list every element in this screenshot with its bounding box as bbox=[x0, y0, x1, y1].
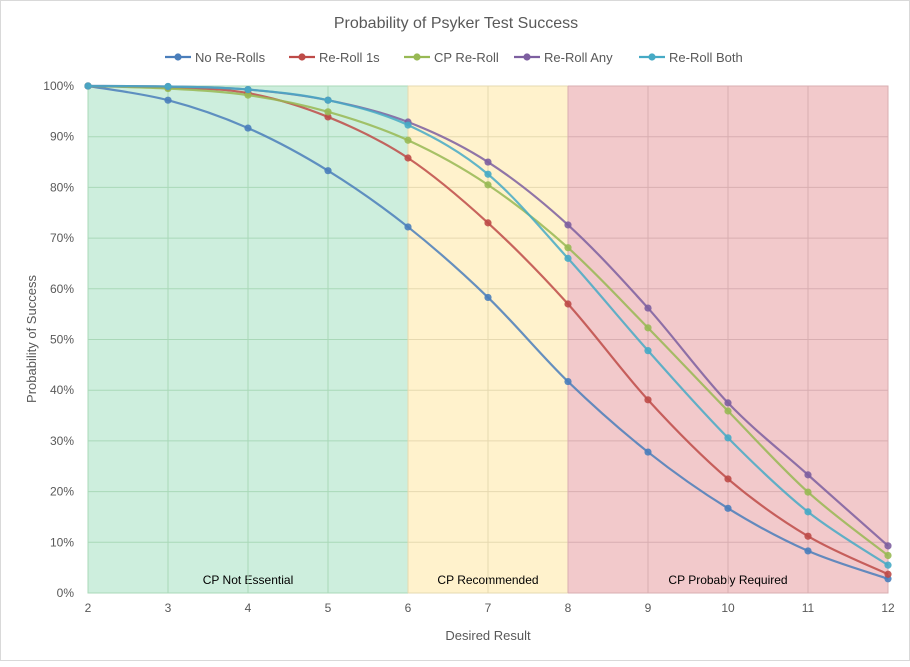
series-line bbox=[87, 84, 889, 567]
x-tick-label: 9 bbox=[645, 601, 652, 615]
data-point bbox=[724, 504, 732, 512]
y-tick-label: 0% bbox=[57, 586, 75, 600]
data-point bbox=[884, 542, 892, 550]
x-tick-label: 12 bbox=[881, 601, 895, 615]
chart-title: Probability of Psyker Test Success bbox=[334, 15, 578, 32]
legend-marker bbox=[298, 53, 306, 61]
data-point bbox=[564, 244, 572, 252]
data-point bbox=[804, 508, 812, 516]
y-tick-label: 10% bbox=[50, 535, 74, 549]
y-tick-label: 50% bbox=[50, 333, 74, 347]
data-point bbox=[644, 304, 652, 312]
series-line bbox=[87, 84, 889, 576]
data-point bbox=[644, 347, 652, 355]
data-point bbox=[404, 223, 412, 231]
data-point bbox=[484, 158, 492, 166]
data-point bbox=[564, 300, 572, 308]
legend-label: Re-Roll Both bbox=[669, 50, 743, 65]
data-point bbox=[804, 547, 812, 555]
x-tick-label: 6 bbox=[405, 601, 412, 615]
data-point bbox=[244, 124, 252, 132]
y-tick-label: 90% bbox=[50, 130, 74, 144]
data-point bbox=[724, 399, 732, 407]
data-point bbox=[484, 181, 492, 189]
data-point bbox=[724, 434, 732, 442]
data-point bbox=[324, 96, 332, 104]
y-tick-label: 40% bbox=[50, 383, 74, 397]
y-axis-label: Probability of Success bbox=[24, 275, 39, 403]
x-tick-label: 7 bbox=[485, 601, 492, 615]
data-point bbox=[484, 219, 492, 227]
legend-marker bbox=[413, 53, 421, 61]
data-point bbox=[244, 85, 252, 94]
x-tick-label: 10 bbox=[721, 601, 735, 615]
data-point bbox=[244, 91, 252, 99]
data-point bbox=[884, 561, 892, 569]
series-line bbox=[87, 84, 889, 557]
data-point bbox=[884, 570, 892, 578]
data-point bbox=[884, 551, 892, 560]
y-tick-label: 80% bbox=[50, 180, 74, 194]
data-point bbox=[324, 167, 332, 175]
data-point bbox=[644, 324, 652, 332]
data-point bbox=[644, 448, 652, 456]
data-point bbox=[484, 170, 492, 178]
data-point bbox=[164, 82, 172, 91]
data-point bbox=[404, 136, 412, 144]
data-point bbox=[804, 532, 812, 540]
x-tick-label: 2 bbox=[85, 601, 92, 615]
data-point bbox=[84, 82, 92, 90]
data-point bbox=[724, 475, 732, 483]
legend-label: No Re-Rolls bbox=[195, 50, 266, 65]
data-point bbox=[804, 471, 812, 479]
data-point bbox=[324, 113, 332, 121]
data-point bbox=[644, 396, 652, 404]
legend-marker bbox=[174, 53, 182, 61]
y-tick-label: 60% bbox=[50, 282, 74, 296]
y-tick-label: 70% bbox=[50, 231, 74, 245]
x-tick-label: 5 bbox=[325, 601, 332, 615]
y-tick-label: 30% bbox=[50, 434, 74, 448]
data-point bbox=[404, 121, 412, 129]
legend-label: Re-Roll 1s bbox=[319, 50, 380, 65]
data-point bbox=[564, 221, 572, 229]
y-tick-label: 20% bbox=[50, 485, 74, 499]
data-point bbox=[404, 154, 412, 162]
data-point bbox=[484, 293, 492, 302]
x-tick-label: 8 bbox=[565, 601, 572, 615]
legend-marker bbox=[648, 53, 656, 61]
legend-label: Re-Roll Any bbox=[544, 50, 613, 65]
x-tick-label: 11 bbox=[802, 601, 815, 615]
data-point bbox=[564, 377, 572, 386]
legend-label: CP Re-Roll bbox=[434, 50, 499, 65]
data-point bbox=[804, 488, 812, 496]
legend-marker bbox=[523, 53, 531, 61]
data-point bbox=[724, 407, 732, 415]
data-point bbox=[164, 96, 172, 104]
data-point bbox=[324, 108, 332, 116]
y-tick-label: 100% bbox=[43, 79, 74, 93]
x-tick-label: 4 bbox=[245, 601, 252, 615]
data-point bbox=[564, 254, 572, 262]
x-axis-label: Desired Result bbox=[445, 628, 531, 643]
x-tick-label: 3 bbox=[165, 601, 172, 615]
